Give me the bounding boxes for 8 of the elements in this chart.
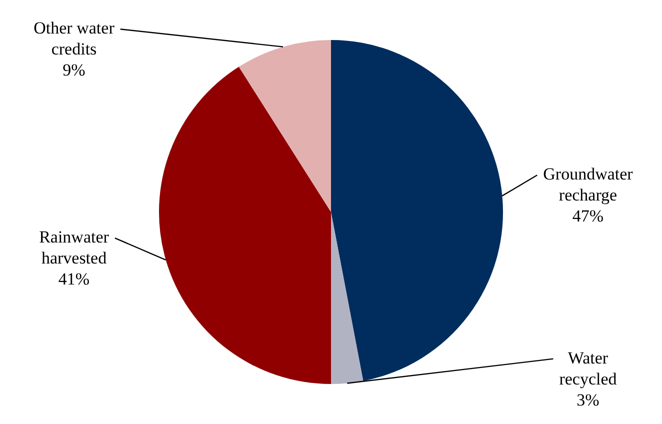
data-label: 9% bbox=[62, 60, 86, 80]
slice-label: Rainwater harvested bbox=[39, 227, 110, 268]
data-label: 41% bbox=[58, 269, 90, 288]
slice-label: Other water credits bbox=[34, 18, 115, 59]
slice-label: Water recycled bbox=[559, 348, 618, 388]
data-label: 3% bbox=[576, 390, 600, 410]
slice-label: Groundwater recharge bbox=[543, 164, 634, 205]
data-label: 47% bbox=[572, 206, 604, 226]
